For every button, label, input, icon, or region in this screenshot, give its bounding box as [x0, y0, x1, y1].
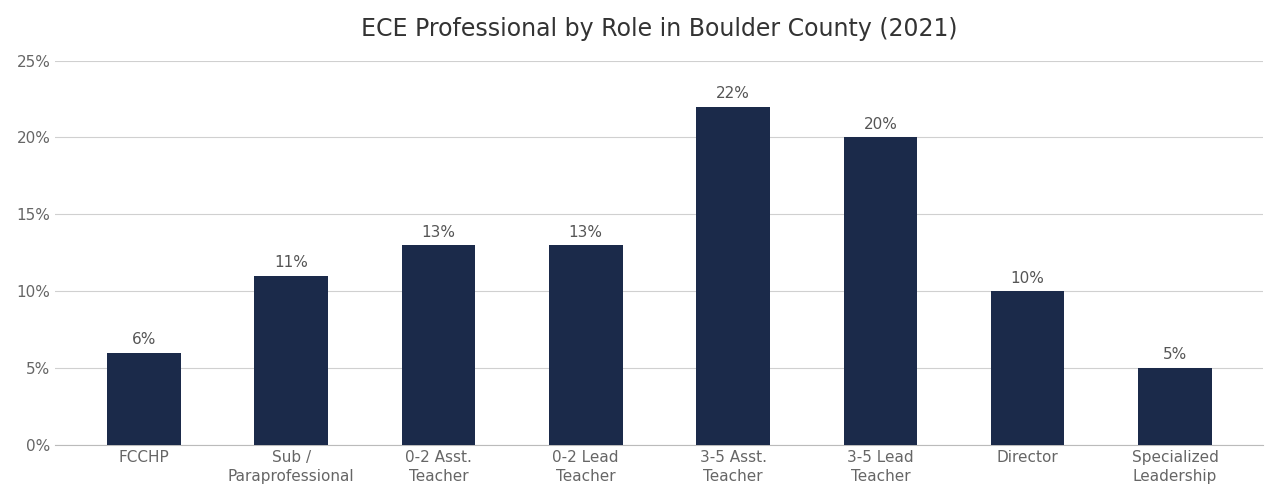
Text: 13%: 13% [568, 224, 603, 239]
Text: 6%: 6% [132, 332, 156, 347]
Text: 13%: 13% [421, 224, 456, 239]
Bar [1138, 368, 1212, 445]
Bar [549, 245, 622, 445]
Bar [991, 291, 1065, 445]
Text: 5%: 5% [1162, 348, 1187, 363]
Title: ECE Professional by Role in Boulder County (2021): ECE Professional by Role in Boulder Coun… [361, 17, 957, 41]
Text: 22%: 22% [716, 86, 750, 101]
Text: 20%: 20% [864, 117, 897, 132]
Bar [255, 276, 328, 445]
Bar [696, 107, 769, 445]
Bar [844, 137, 918, 445]
Text: 11%: 11% [274, 256, 308, 271]
Bar [402, 245, 475, 445]
Text: 10%: 10% [1011, 271, 1044, 286]
Bar [108, 353, 180, 445]
